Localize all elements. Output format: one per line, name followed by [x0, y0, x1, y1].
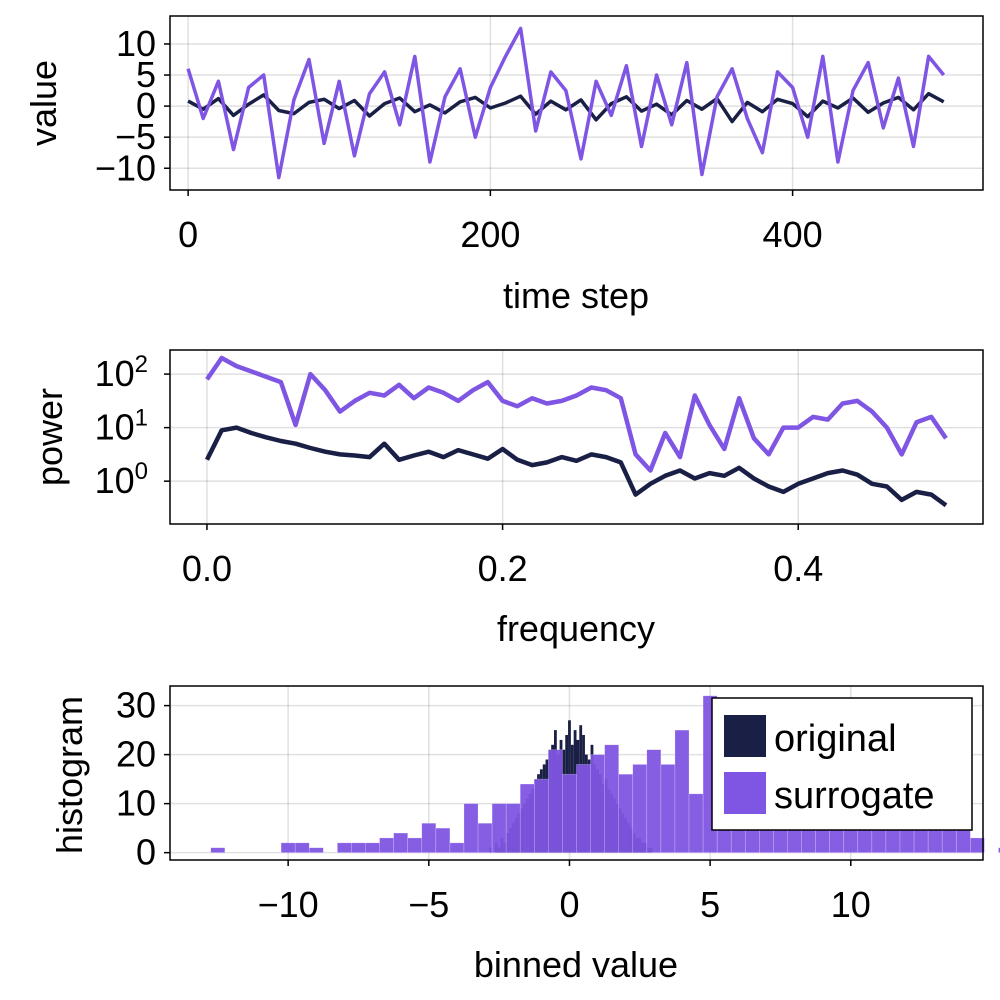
- ts-ytick-label: 0: [136, 85, 156, 126]
- sp-xtick-label: 0.2: [478, 548, 528, 589]
- histogram-bar-surrogate: [970, 837, 985, 853]
- hi-xtick-label: −10: [258, 884, 319, 925]
- histogram-bar-surrogate: [435, 827, 451, 853]
- ts-ytick-label: −10: [95, 147, 156, 188]
- ts-xtick-label: 200: [460, 214, 520, 255]
- ts-ytick-label: 5: [136, 54, 156, 95]
- histogram-bar-surrogate: [998, 847, 1000, 853]
- spectrum-lines: [204, 355, 948, 508]
- histogram-bar-surrogate: [618, 773, 634, 853]
- sp-xtick-label: 0.4: [773, 548, 823, 589]
- hi-xtick-label: 10: [831, 884, 871, 925]
- histogram-bar-surrogate: [519, 783, 535, 853]
- histogram-bar-surrogate: [463, 803, 479, 853]
- spectrum-x-ticks: 0.0 0.2 0.4: [182, 524, 823, 589]
- histogram-bar-surrogate: [393, 832, 409, 853]
- histogram-bar-surrogate: [365, 842, 380, 853]
- hi-xtick-label: 0: [559, 884, 579, 925]
- histogram-x-ticks: −10 −5 0 5 10: [258, 860, 871, 925]
- histogram-xlabel: binned value: [474, 944, 678, 985]
- histogram-ylabel: histogram: [49, 696, 90, 854]
- timeseries-line-original: [187, 91, 945, 124]
- histogram-bar-surrogate: [646, 749, 662, 853]
- ts-ytick-label: 10: [116, 23, 156, 64]
- sp-ytick-label: 102: [95, 351, 148, 394]
- spectrum-ylabel: power: [29, 388, 70, 486]
- histogram-bar-surrogate: [491, 803, 507, 853]
- histogram-bar-surrogate: [379, 837, 394, 853]
- spectrum-y-ticks: 100 101 102: [95, 351, 170, 501]
- histogram-bar-surrogate: [548, 749, 563, 853]
- hi-ytick-label: 20: [116, 734, 156, 775]
- histogram-bar-surrogate: [294, 842, 310, 853]
- hi-ytick-label: 30: [116, 685, 156, 726]
- histogram-frame: [169, 685, 984, 861]
- sp-ytick-label: 100: [95, 458, 148, 501]
- spectrum-grid: [170, 350, 983, 524]
- legend: original surrogate: [711, 697, 973, 831]
- legend-label-surrogate: surrogate: [774, 775, 935, 817]
- sp-xtick-label: 0.0: [182, 548, 232, 589]
- histogram-bar-surrogate: [351, 842, 366, 853]
- histogram-bar-surrogate: [308, 847, 324, 853]
- histogram-bar-surrogate: [505, 803, 521, 853]
- ts-ytick-label: −5: [115, 116, 156, 157]
- spectrum-panel: 0.0 0.2 0.4 100 101 102 frequency power: [29, 349, 984, 649]
- histogram-bar-surrogate: [337, 842, 352, 853]
- ts-xtick-label: 400: [763, 214, 823, 255]
- timeseries-lines: [186, 26, 946, 180]
- hi-ytick-label: 0: [136, 832, 156, 873]
- histogram-bar-surrogate: [674, 729, 690, 853]
- histogram-bar-surrogate: [280, 842, 296, 853]
- timeseries-xlabel: time step: [503, 275, 649, 316]
- histogram-bar-surrogate: [590, 754, 605, 853]
- histogram-bar-surrogate: [421, 822, 437, 853]
- histogram-bar-surrogate: [407, 837, 423, 853]
- histogram-bar-surrogate: [604, 744, 619, 853]
- legend-swatch-original: [724, 715, 766, 757]
- histogram-panel: −10 −5 0 5 10 0 10 20 30 binned value histogram…: [49, 685, 1000, 985]
- histogram-bar-surrogate: [632, 764, 648, 853]
- spectrum-line-surrogate: [205, 355, 948, 473]
- spectrum-line-original: [204, 425, 948, 508]
- histogram-bar-surrogate: [477, 822, 493, 853]
- timeseries-x-ticks: 0 200 400: [178, 190, 823, 255]
- hi-xtick-label: 5: [700, 884, 720, 925]
- timeseries-ylabel: value: [23, 60, 64, 146]
- histogram-bar-surrogate: [534, 778, 549, 853]
- histogram-bar-surrogate: [576, 764, 591, 853]
- histogram-bar-surrogate: [660, 764, 676, 853]
- timeseries-line-surrogate: [186, 26, 946, 180]
- spectrum-frame: [169, 349, 984, 525]
- legend-swatch-surrogate: [724, 772, 766, 814]
- ts-xtick-label: 0: [178, 214, 198, 255]
- histogram-bar-surrogate: [688, 793, 704, 853]
- timeseries-frame: [169, 15, 984, 191]
- sp-ytick-label: 101: [95, 405, 148, 448]
- histogram-y-ticks: 0 10 20 30: [116, 685, 170, 873]
- spectrum-xlabel: frequency: [497, 608, 655, 649]
- hi-xtick-label: −5: [408, 884, 449, 925]
- hi-ytick-label: 10: [116, 783, 156, 824]
- histogram-bar-surrogate: [449, 842, 465, 853]
- histogram-bar-surrogate: [562, 773, 577, 853]
- histogram-bar-surrogate: [210, 847, 226, 853]
- legend-label-original: original: [774, 718, 897, 760]
